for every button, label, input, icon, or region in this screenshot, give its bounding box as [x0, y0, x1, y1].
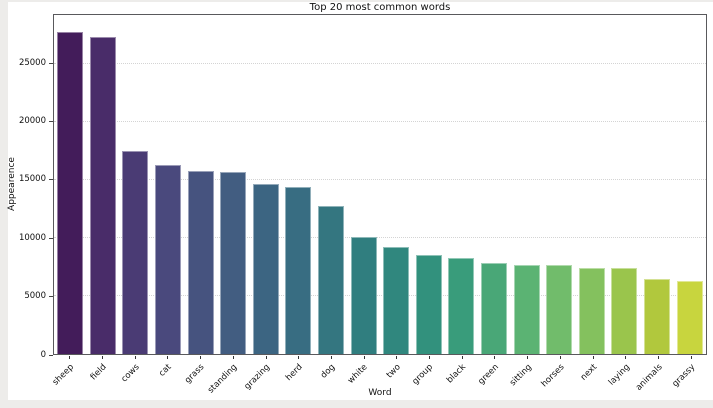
xtick-label-group: group [410, 361, 436, 387]
xtick-cows: cows [118, 355, 151, 402]
ytick-label-0: 0 [40, 349, 46, 360]
xtick-standing: standing [206, 355, 250, 402]
xtick-label-black: black [445, 361, 469, 385]
xtick-label-cat: cat [157, 361, 174, 379]
xtick-dog: dog [315, 355, 348, 402]
ytick-label-10000: 10000 [18, 232, 46, 243]
xtick-green: green [476, 355, 511, 402]
xtick-grass: grass [183, 355, 217, 402]
bar-laying [611, 268, 638, 354]
xtick-grazing: grazing [242, 355, 282, 402]
bar-next [578, 267, 605, 354]
x-tick-labels: sheep field cows cat grass standing grazing her… [50, 355, 707, 402]
gridline-15000 [54, 178, 706, 180]
bar-grass [187, 170, 214, 354]
ytick-label-20000: 20000 [18, 115, 46, 126]
bar-sheep [57, 31, 84, 354]
bar-cat [155, 164, 182, 354]
bar-grazing [252, 183, 279, 354]
bar-green [481, 263, 508, 354]
xtick-black: black [445, 355, 478, 402]
ytick-mark-5000 [49, 296, 53, 298]
xtick-herd: herd [282, 355, 315, 402]
gridline-25000 [54, 62, 706, 64]
xtick-cat: cat [151, 355, 184, 402]
ytick-label-5000: 5000 [24, 291, 46, 302]
bar-two [383, 247, 410, 354]
xtick-group: group [410, 355, 446, 402]
bar-black [448, 257, 475, 354]
ytick-mark-10000 [49, 237, 53, 239]
xtick-label-horses: horses [539, 361, 567, 389]
y-axis-label: Appearence [7, 157, 17, 211]
gridline-20000 [54, 120, 706, 122]
xtick-label-two: two [384, 361, 403, 380]
xtick-sitting: sitting [507, 355, 544, 402]
xtick-label-sheep: sheep [50, 361, 76, 388]
ytick-mark-25000 [49, 62, 53, 64]
xtick-animals: animals [634, 355, 675, 402]
ytick-mark-0 [49, 354, 53, 356]
xtick-sheep: sheep [50, 355, 86, 402]
ytick-label-25000: 25000 [18, 57, 46, 68]
bar-grassy [676, 280, 703, 354]
bar-cows [122, 151, 149, 354]
ytick-mark-15000 [49, 179, 53, 181]
bar-white [350, 236, 377, 354]
bar-herd [285, 187, 312, 354]
xtick-label-grass: grass [183, 361, 207, 386]
ytick-label-15000: 15000 [18, 174, 46, 185]
xtick-label-green: green [476, 361, 501, 387]
gridline-5000 [54, 294, 706, 296]
ytick-mark-20000 [49, 120, 53, 122]
chart-title: Top 20 most common words [309, 2, 451, 13]
bars-container [54, 15, 706, 354]
gridline-10000 [54, 236, 706, 238]
bar-standing [220, 171, 247, 354]
xtick-label-field: field [88, 361, 109, 382]
xtick-label-sitting: sitting [507, 361, 534, 388]
xtick-label-dog: dog [318, 361, 338, 381]
xtick-label-herd: herd [283, 361, 305, 383]
axes [53, 14, 707, 355]
xtick-label-grassy: grassy [670, 361, 698, 389]
xtick-laying: laying [606, 355, 642, 402]
xtick-label-white: white [346, 361, 371, 386]
bar-horses [546, 264, 573, 354]
bar-dog [318, 205, 345, 354]
xtick-two: two [380, 355, 413, 402]
xtick-white: white [346, 355, 380, 402]
bar-field [89, 37, 116, 354]
xtick-label-laying: laying [606, 361, 632, 388]
figure-canvas: Top 20 most common words 0 5000 10000 15000… [7, 2, 713, 402]
xtick-grassy: grassy [670, 355, 707, 402]
bar-group [415, 255, 442, 354]
xtick-field: field [86, 355, 119, 402]
bar-sitting [513, 264, 540, 354]
bar-animals [643, 278, 670, 354]
xtick-label-cows: cows [119, 361, 142, 384]
xtick-next: next [576, 355, 609, 402]
y-tick-labels: 0 5000 10000 15000 20000 25000 [8, 14, 46, 359]
x-axis-label: Word [368, 388, 392, 398]
xtick-label-next: next [578, 361, 599, 383]
xtick-horses: horses [539, 355, 577, 402]
y-axis-ticks [45, 14, 53, 356]
